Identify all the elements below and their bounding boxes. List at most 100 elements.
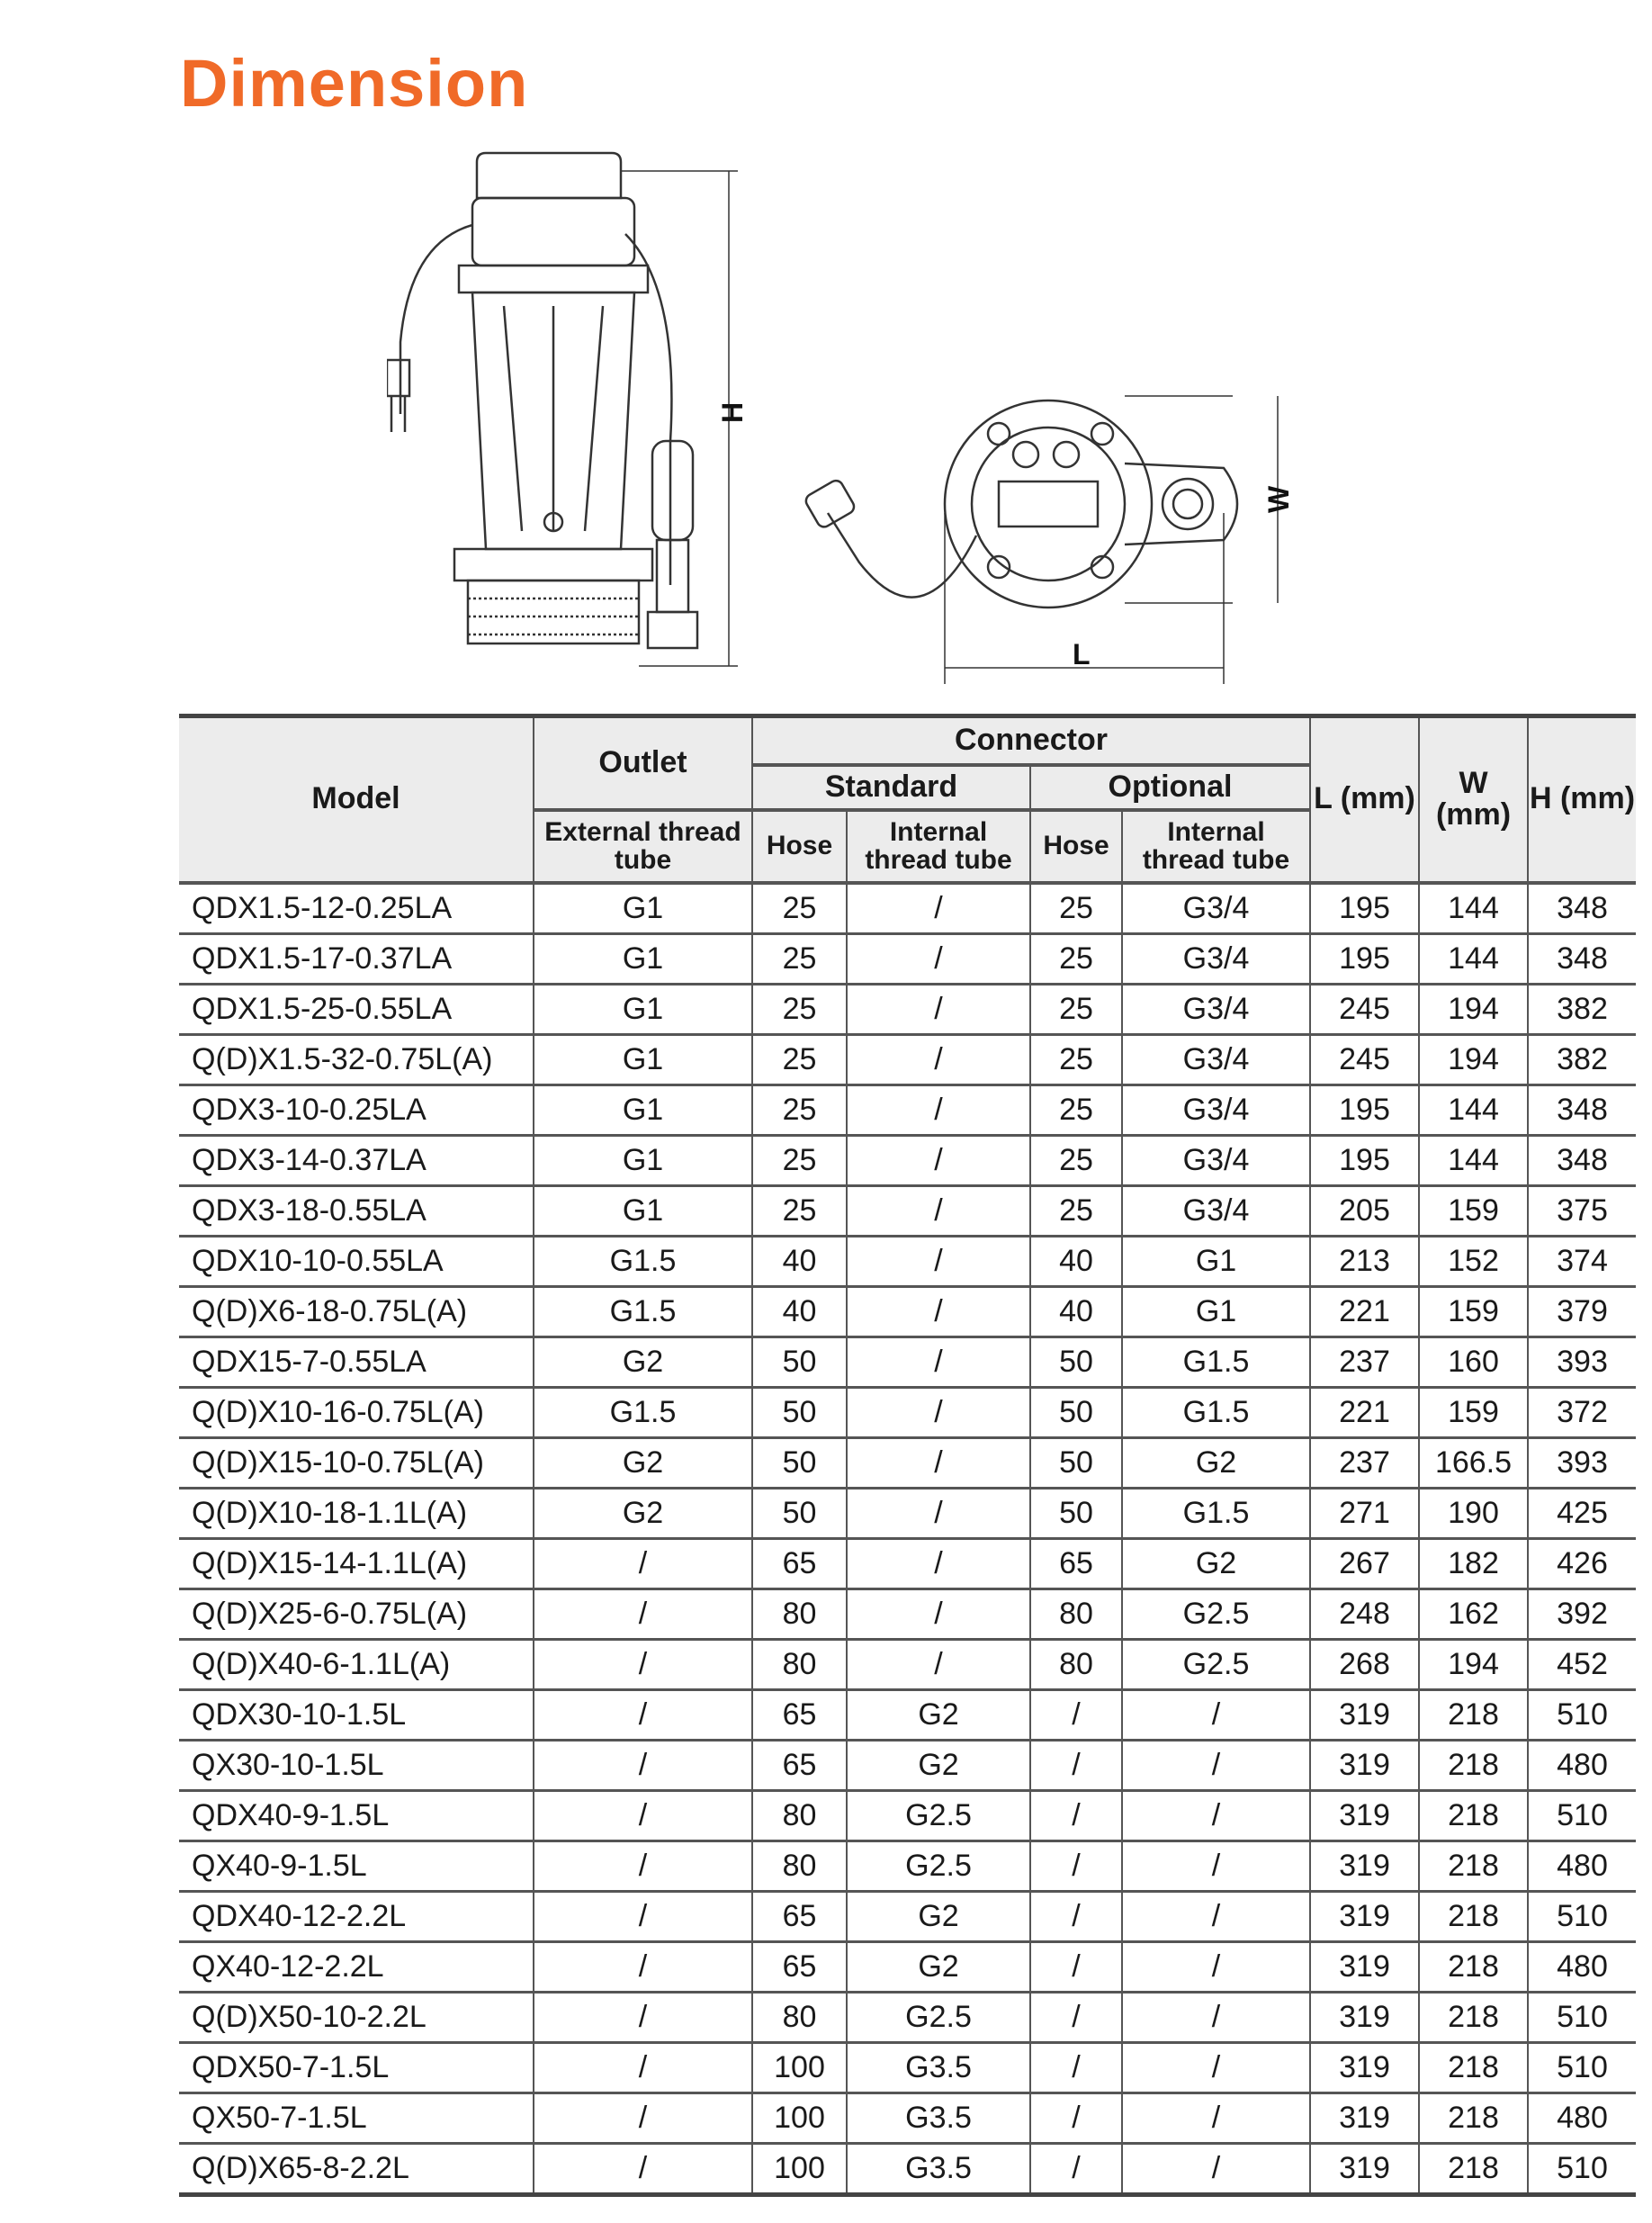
- table-row: Q(D)X65-8-2.2L/100 G3.5//319 218 510: [179, 2143, 1636, 2197]
- table-row: Q(D)X25-6-0.75L(A)/80/80 G2.5 248 162 392: [179, 1588, 1636, 1641]
- header-h: H (mm): [1527, 714, 1636, 885]
- cell-outlet: G2: [533, 1336, 753, 1389]
- cell-standard-internal-thread: G2: [846, 1689, 1031, 1742]
- cell-l: 195: [1309, 933, 1420, 986]
- cell-optional-internal-thread: G1: [1121, 1286, 1311, 1338]
- pump-side-view-drawing: H: [387, 151, 749, 667]
- cell-l: 248: [1309, 1588, 1420, 1641]
- cell-outlet: G1: [533, 1034, 753, 1086]
- cell-h: 510: [1527, 2042, 1636, 2094]
- cell-w: 194: [1418, 984, 1529, 1036]
- cell-h: 480: [1527, 2092, 1636, 2145]
- cell-h: 374: [1527, 1236, 1636, 1288]
- cell-optional-hose: 40: [1029, 1236, 1123, 1288]
- cell-model: QDX30-10-1.5L: [179, 1689, 534, 1742]
- cell-standard-internal-thread: /: [846, 1588, 1031, 1641]
- cell-outlet: /: [533, 1639, 753, 1691]
- cell-l: 319: [1309, 1740, 1420, 1792]
- cell-model: Q(D)X10-18-1.1L(A): [179, 1488, 534, 1540]
- cell-standard-internal-thread: /: [846, 882, 1031, 935]
- cell-optional-internal-thread: G3/4: [1121, 933, 1311, 986]
- header-external-thread-tube: External thread tube: [534, 809, 753, 885]
- cell-model: QDX1.5-12-0.25LA: [179, 882, 534, 935]
- cell-optional-internal-thread: G2: [1121, 1437, 1311, 1490]
- cell-optional-hose: 25: [1029, 1084, 1123, 1137]
- length-dimension-label: L: [1073, 638, 1091, 670]
- cell-w: 144: [1418, 1084, 1529, 1137]
- cell-standard-hose: 25: [751, 882, 848, 935]
- header-w: W (mm): [1418, 714, 1529, 885]
- cell-outlet: G1.5: [533, 1286, 753, 1338]
- cell-optional-internal-thread: /: [1121, 1840, 1311, 1893]
- cell-h: 452: [1527, 1639, 1636, 1691]
- cell-l: 213: [1309, 1236, 1420, 1288]
- header-model: Model: [179, 714, 534, 885]
- cell-standard-hose: 65: [751, 1941, 848, 1994]
- cell-optional-hose: 40: [1029, 1286, 1123, 1338]
- cell-w: 218: [1418, 2042, 1529, 2094]
- cell-l: 237: [1309, 1437, 1420, 1490]
- cell-model: Q(D)X6-18-0.75L(A): [179, 1286, 534, 1338]
- cell-standard-hose: 80: [751, 1840, 848, 1893]
- cell-standard-hose: 40: [751, 1236, 848, 1288]
- table-row: Q(D)X6-18-0.75L(A) G1.5 40/40 G1 221 159 379: [179, 1286, 1636, 1338]
- cell-optional-internal-thread: /: [1121, 2143, 1311, 2197]
- cell-standard-internal-thread: /: [846, 1185, 1031, 1238]
- table-row: Q(D)X40-6-1.1L(A)/80/80 G2.5 268 194 452: [179, 1639, 1636, 1691]
- cell-standard-internal-thread: /: [846, 984, 1031, 1036]
- cell-optional-hose: /: [1029, 2092, 1123, 2145]
- cell-model: QDX3-10-0.25LA: [179, 1084, 534, 1137]
- cell-l: 319: [1309, 1840, 1420, 1893]
- cell-w: 218: [1418, 1689, 1529, 1742]
- cell-l: 319: [1309, 1689, 1420, 1742]
- cell-optional-internal-thread: /: [1121, 1891, 1311, 1943]
- cell-model: QDX1.5-25-0.55LA: [179, 984, 534, 1036]
- cell-model: Q(D)X10-16-0.75L(A): [179, 1387, 534, 1439]
- cell-optional-internal-thread: /: [1121, 1941, 1311, 1994]
- cell-optional-internal-thread: /: [1121, 1740, 1311, 1792]
- page-title: Dimension: [180, 46, 529, 121]
- cell-h: 382: [1527, 984, 1636, 1036]
- cell-standard-internal-thread: /: [846, 1488, 1031, 1540]
- cell-standard-internal-thread: /: [846, 1336, 1031, 1389]
- cell-l: 271: [1309, 1488, 1420, 1540]
- cell-w: 194: [1418, 1034, 1529, 1086]
- cell-l: 245: [1309, 1034, 1420, 1086]
- cell-h: 425: [1527, 1488, 1636, 1540]
- height-dimension-label: H: [716, 402, 749, 423]
- dimension-table: Model Outlet Connector L (mm) W (mm) H (…: [179, 714, 1636, 2197]
- table-row: QDX3-10-0.25LA G1 25/25 G3/4 195 144 348: [179, 1084, 1636, 1137]
- cell-standard-internal-thread: /: [846, 1538, 1031, 1590]
- cell-outlet: G1: [533, 933, 753, 986]
- cell-model: QDX1.5-17-0.37LA: [179, 933, 534, 986]
- cell-model: Q(D)X65-8-2.2L: [179, 2143, 534, 2197]
- cell-optional-hose: 50: [1029, 1387, 1123, 1439]
- cell-w: 218: [1418, 1941, 1529, 1994]
- cell-optional-hose: /: [1029, 1689, 1123, 1742]
- cell-model: Q(D)X50-10-2.2L: [179, 1992, 534, 2044]
- cell-standard-hose: 100: [751, 2042, 848, 2094]
- cell-model: Q(D)X1.5-32-0.75L(A): [179, 1034, 534, 1086]
- cell-optional-internal-thread: G3/4: [1121, 882, 1311, 935]
- cell-outlet: G1: [533, 882, 753, 935]
- cell-standard-hose: 100: [751, 2143, 848, 2197]
- cell-optional-hose: 50: [1029, 1437, 1123, 1490]
- table-row: QDX10-10-0.55LA G1.5 40/40 G1 213 152 374: [179, 1236, 1636, 1288]
- cell-w: 159: [1418, 1185, 1529, 1238]
- table-row: QDX50-7-1.5L/100 G3.5//319 218 510: [179, 2042, 1636, 2094]
- cell-w: 218: [1418, 1992, 1529, 2044]
- cell-optional-internal-thread: G2.5: [1121, 1639, 1311, 1691]
- cell-h: 426: [1527, 1538, 1636, 1590]
- cell-l: 319: [1309, 1992, 1420, 2044]
- width-dimension-label: W: [1262, 485, 1295, 513]
- cell-optional-hose: 50: [1029, 1488, 1123, 1540]
- cell-l: 319: [1309, 1790, 1420, 1842]
- cell-optional-hose: /: [1029, 1891, 1123, 1943]
- cell-outlet: G2: [533, 1488, 753, 1540]
- cell-optional-internal-thread: /: [1121, 1790, 1311, 1842]
- cell-model: QDX15-7-0.55LA: [179, 1336, 534, 1389]
- table-row: Q(D)X15-14-1.1L(A)/65/65 G2 267 182 426: [179, 1538, 1636, 1590]
- cell-optional-hose: 80: [1029, 1639, 1123, 1691]
- table-row: Q(D)X10-18-1.1L(A) G2 50/50 G1.5 271 190 425: [179, 1488, 1636, 1540]
- cell-outlet: G1: [533, 1084, 753, 1137]
